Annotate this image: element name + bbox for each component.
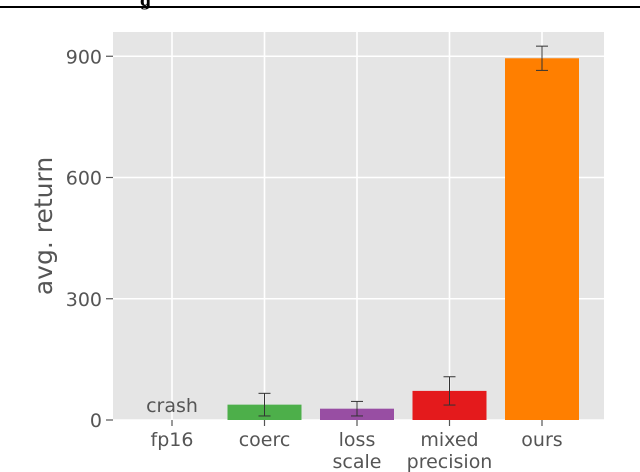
error-bar-1: [258, 392, 271, 417]
error-bar-4: [536, 45, 548, 71]
x-tick-label-4-0: ours: [521, 429, 562, 451]
annotations: crash: [146, 395, 198, 417]
error-bar-2: [351, 400, 363, 417]
y-tick-label-0: 0: [90, 410, 102, 432]
bar-4: [505, 58, 579, 420]
x-tick-label-3-0: mixed: [420, 429, 478, 451]
error-bar-3: [443, 376, 456, 406]
y-tick-label-2: 600: [66, 168, 102, 190]
x-tick-label-1-0: coerc: [239, 429, 291, 451]
top-rule: [0, 6, 640, 8]
x-tick-label-2-1: scale: [333, 451, 382, 472]
caption-fragment: g: [140, 0, 152, 10]
x-tick-label-2-0: loss: [339, 429, 376, 451]
y-axis-ticks: 0 300 600 900: [66, 46, 113, 432]
y-tick-label-1: 300: [66, 289, 102, 311]
bars: [227, 58, 579, 420]
y-tick-label-3: 900: [66, 46, 102, 68]
error-bars: [258, 45, 548, 417]
x-tick-label-3-1: precision: [407, 451, 493, 472]
annotation-0: crash: [146, 395, 198, 417]
x-tick-label-0-0: fp16: [151, 429, 194, 451]
y-axis-label: avg. return: [29, 157, 58, 295]
